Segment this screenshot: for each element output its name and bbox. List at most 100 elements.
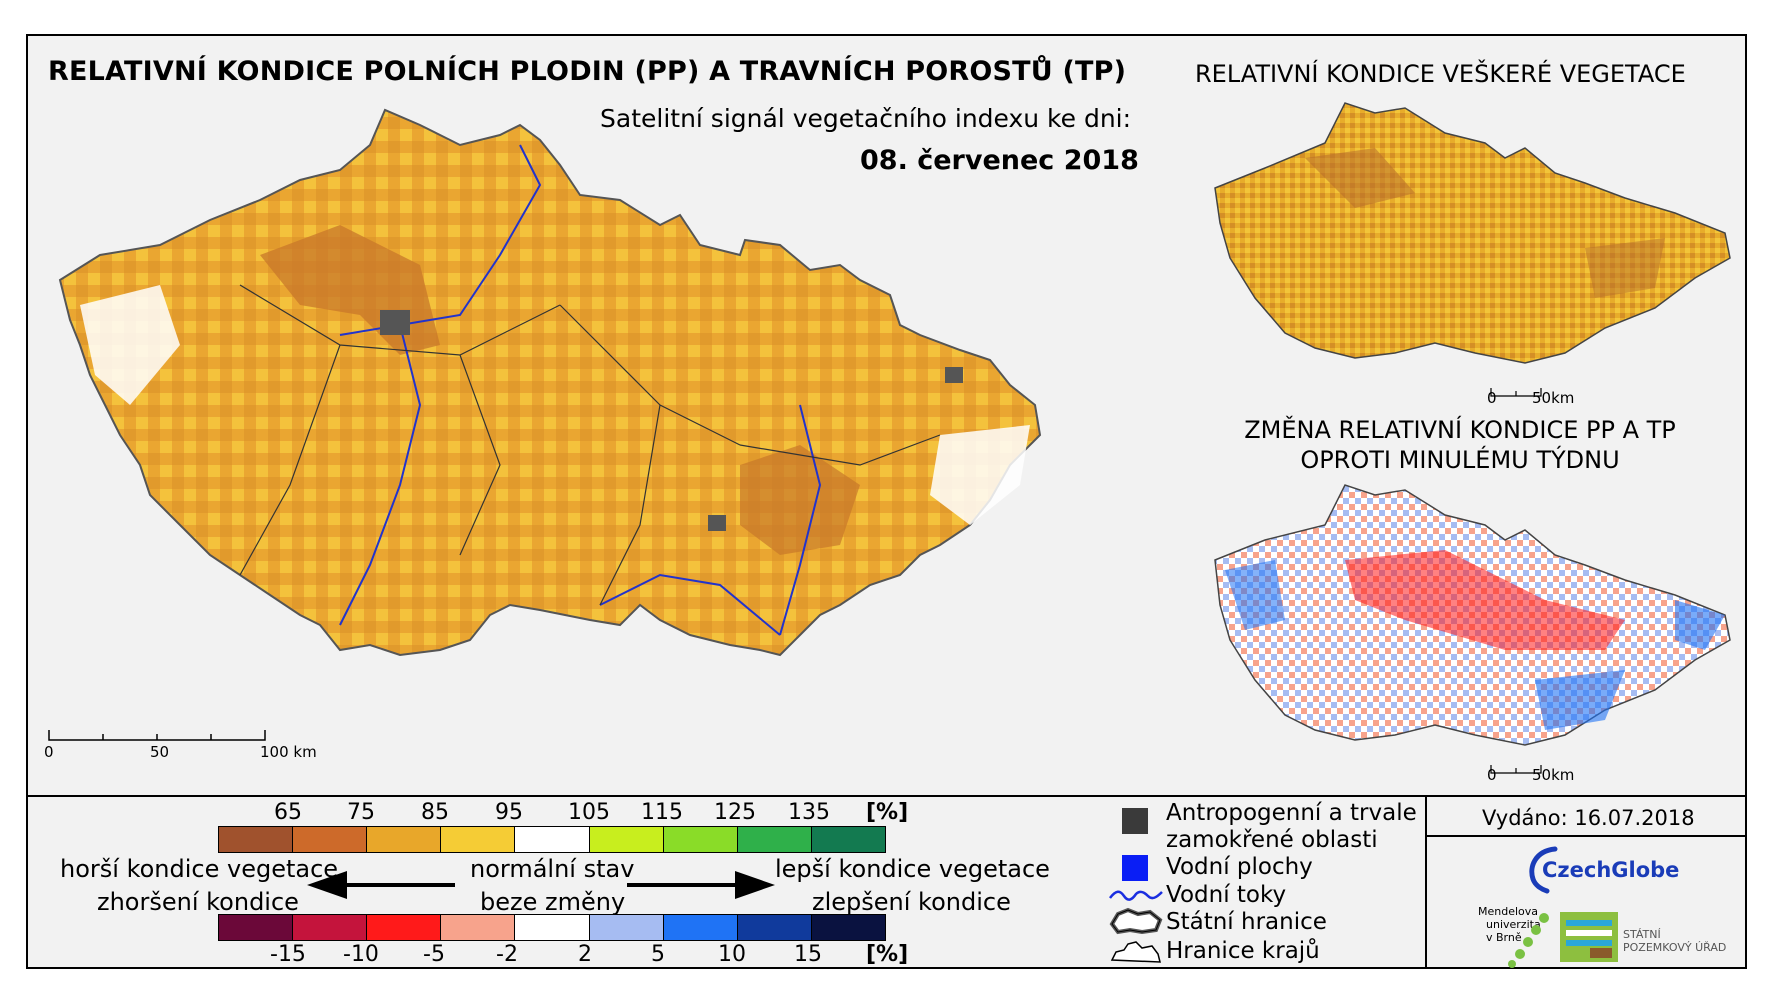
- change-unit: [%]: [866, 942, 909, 967]
- condition-tick: 135: [788, 800, 830, 825]
- subtitle: Satelitní signál vegetačního indexu ke d…: [600, 104, 1132, 133]
- inset-bottom-scale-0: 0: [1487, 766, 1497, 784]
- urban-label-1: Antropogenní a trvale: [1166, 800, 1417, 826]
- main-map: [58, 108, 1042, 657]
- change-color-swatch: [663, 915, 738, 940]
- change-ticks: -15 -10 -5 -2 2 5 10 15 [%]: [218, 942, 918, 968]
- better-label-1: lepší kondice vegetace: [775, 855, 1050, 883]
- change-tick: -15: [270, 942, 306, 967]
- change-tick: 10: [718, 942, 746, 967]
- ostrava-urban-area: [945, 367, 963, 383]
- condition-color-swatch: [219, 827, 294, 852]
- issued-date: Vydáno: 16.07.2018: [1482, 806, 1695, 830]
- worse-label-2: zhoršení kondice: [97, 888, 299, 916]
- left-arrow-icon: [307, 871, 455, 899]
- condition-color-bar: [218, 826, 886, 853]
- prague-urban-area: [380, 310, 410, 335]
- mendel-logo-line2: univerzita: [1486, 918, 1541, 931]
- spu-logo-line1: STÁTNÍ: [1623, 928, 1661, 941]
- inset-bottom-scale-50: 50km: [1532, 766, 1575, 784]
- river-dyje: [599, 573, 781, 636]
- change-color-swatch: [515, 915, 590, 940]
- change-color-swatch: [737, 915, 812, 940]
- legend-vertical-divider: [1425, 797, 1427, 969]
- condition-color-swatch: [811, 827, 885, 852]
- country-shape: [58, 108, 1042, 657]
- state-border-label: Státní hranice: [1166, 909, 1327, 935]
- condition-tick: 65: [274, 800, 302, 825]
- czechglobe-logo: CzechGlobe: [1542, 858, 1680, 882]
- condition-tick: 85: [421, 800, 449, 825]
- condition-color-swatch: [737, 827, 812, 852]
- spu-logo: STÁTNÍ POZEMKOVÝ ÚŘAD: [1623, 928, 1726, 954]
- change-color-bar: [218, 914, 886, 941]
- change-color-swatch: [811, 915, 885, 940]
- mendel-logo-line3: v Brně: [1486, 931, 1522, 944]
- main-scale-label-0: 0: [44, 743, 54, 761]
- spu-logo-icon: [1560, 912, 1618, 962]
- change-color-swatch: [219, 915, 294, 940]
- change-tick: -5: [423, 942, 445, 967]
- mendel-logo: Mendelova univerzita v Brně: [1478, 905, 1541, 944]
- vegetation-inset-map: [1214, 102, 1731, 364]
- region-border-icon: [1110, 941, 1161, 963]
- right-arrow-icon: [627, 871, 775, 899]
- region-borders: [239, 284, 941, 606]
- change-color-swatch: [589, 915, 664, 940]
- white-zone-east: [930, 425, 1030, 525]
- inset-bottom-scale-bar: [1490, 765, 1542, 774]
- river-line-icon: [1109, 890, 1163, 901]
- condition-unit: [%]: [866, 800, 909, 825]
- change-tick: 2: [578, 942, 592, 967]
- condition-color-swatch: [589, 827, 664, 852]
- brno-urban-area: [708, 515, 726, 531]
- condition-tick: 105: [568, 800, 610, 825]
- condition-color-swatch: [515, 827, 590, 852]
- main-scale-bar: [48, 730, 266, 741]
- condition-ticks: 65 75 85 95 105 115 125 135 [%]: [218, 800, 918, 826]
- side-bottom-title: ZMĚNA RELATIVNÍ KONDICE PP A TP OPROTI M…: [1230, 415, 1690, 475]
- rivers-label: Vodní toky: [1166, 882, 1287, 908]
- inset-top-scale-0: 0: [1487, 389, 1497, 407]
- dark-zone-east: [740, 445, 860, 555]
- white-zone-west: [80, 285, 180, 405]
- condition-color-swatch: [441, 827, 516, 852]
- water-label: Vodní plochy: [1166, 854, 1313, 880]
- state-border-icon: [1109, 907, 1163, 935]
- inset-top-scale-50: 50km: [1532, 389, 1575, 407]
- condition-tick: 75: [347, 800, 375, 825]
- condition-color-swatch: [663, 827, 738, 852]
- change-color-swatch: [293, 915, 368, 940]
- legend-divider: [26, 795, 1747, 797]
- change-inset-map: [1214, 484, 1731, 746]
- side-top-title: RELATIVNÍ KONDICE VEŠKERÉ VEGETACE: [1195, 60, 1686, 88]
- river-vltava: [339, 324, 422, 626]
- water-body-swatch: [1122, 855, 1148, 881]
- spu-logo-line2: POZEMKOVÝ ÚŘAD: [1623, 941, 1727, 954]
- main-scale-label-100: 100 km: [260, 743, 317, 761]
- change-tick: 15: [794, 942, 822, 967]
- worse-label-1: horší kondice vegetace: [60, 855, 339, 883]
- change-color-swatch: [441, 915, 516, 940]
- condition-tick: 95: [495, 800, 523, 825]
- mendel-dots-icon: [1508, 913, 1549, 968]
- inset-top-scale-bar: [1490, 388, 1542, 397]
- main-scale-label-50: 50: [150, 743, 170, 761]
- mendel-logo-line1: Mendelova: [1478, 905, 1539, 918]
- normal-label-1: normální stav: [470, 855, 635, 883]
- urban-area-swatch: [1122, 808, 1148, 834]
- czechglobe-logo-icon: [1529, 846, 1558, 894]
- urban-label-2: zamokřené oblasti: [1166, 827, 1378, 853]
- region-border-label: Hranice krajů: [1166, 938, 1320, 964]
- condition-color-swatch: [293, 827, 368, 852]
- better-label-2: zlepšení kondice: [812, 888, 1011, 916]
- normal-label-2: beze změny: [480, 888, 626, 916]
- side-bottom-title-line2: OPROTI MINULÉMU TÝDNU: [1300, 446, 1620, 474]
- date-label: 08. červenec 2018: [860, 145, 1139, 176]
- change-color-swatch: [367, 915, 442, 940]
- condition-tick: 125: [714, 800, 756, 825]
- condition-tick: 115: [641, 800, 683, 825]
- river-morava: [779, 404, 822, 636]
- change-tick: 5: [651, 942, 665, 967]
- issued-divider: [1427, 835, 1747, 837]
